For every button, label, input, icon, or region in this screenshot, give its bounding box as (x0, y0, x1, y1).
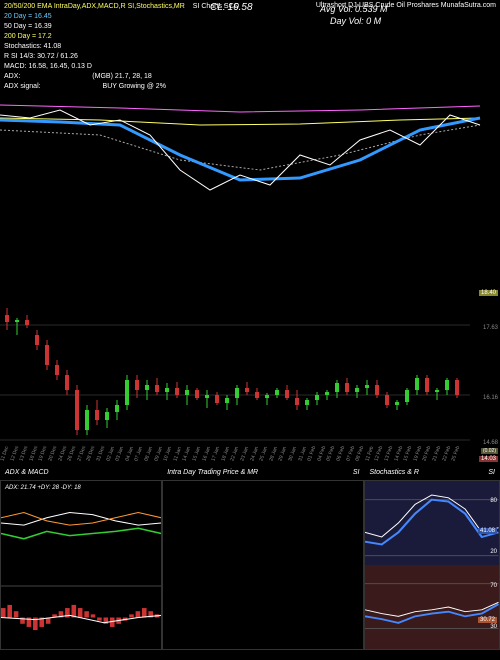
ema-chart-panel (0, 100, 500, 250)
close-price: CL: 16.58 (210, 2, 253, 13)
indicator-level: 20 (490, 549, 497, 555)
indicator-level: 30 (490, 624, 497, 630)
stoch-rsi-panel: Stochastics & R SI 8041.08207030.7230 (364, 480, 500, 650)
price-level-label: 14.03 (479, 456, 498, 462)
title-line: 20/50/200 EMA IntraDay,ADX,MACD,R SI,Sto… (4, 2, 185, 12)
indicator-level: 80 (490, 498, 497, 504)
adx-signal-label: ADX signal: (4, 83, 41, 90)
indicator-level: 30.72 (478, 617, 497, 623)
rsi-label: R SI 14/3: 30.72 / 61.26 (4, 53, 78, 60)
candlestick-panel: 18.4017.6316.1614.68(0.02)14.03 11 Dec12… (0, 280, 500, 460)
day-vol: Day Vol: 0 M (330, 16, 381, 26)
price-level-label: 16.16 (483, 395, 498, 401)
ema20-label: 20 Day = 16.45 (4, 13, 52, 20)
adx-label: ADX: (4, 73, 20, 80)
avg-vol: Avg Vol: 0.539 M (320, 4, 388, 14)
price-level-label: 14.68 (483, 440, 498, 446)
price-level-label: 18.40 (479, 290, 498, 296)
adx-signal-val: BUY Growing @ 2% (103, 83, 166, 90)
indicator-level: 41.08 (478, 528, 497, 534)
ema200-label: 200 Day = 17.2 (4, 33, 52, 40)
price-level-label: 17.63 (483, 325, 498, 331)
header-info: 20/50/200 EMA IntraDay,ADX,MACD,R SI,Sto… (4, 2, 496, 92)
adx-macd-panel: ADX & MACD ADX: 21.74 +DY: 28 -DY: 18 (0, 480, 162, 650)
indicator-level: 70 (490, 583, 497, 589)
macd-label: MACD: 16.58, 16.45, 0.13 D (4, 63, 92, 70)
price-level-label: (0.02) (481, 448, 498, 454)
bottom-indicator-row: ADX & MACD ADX: 21.74 +DY: 28 -DY: 18 In… (0, 480, 500, 650)
stoch-label: Stochastics: 41.08 (4, 43, 61, 50)
date-label: 25 Feb (451, 445, 462, 462)
intraday-panel: Intra Day Trading Price & MR SI (162, 480, 364, 650)
adx-values: ADX: 21.74 +DY: 28 -DY: 18 (5, 485, 81, 491)
ema50-label: 50 Day = 16.39 (4, 23, 52, 30)
adx-val: (MGB) 21.7, 28, 18 (92, 73, 152, 80)
